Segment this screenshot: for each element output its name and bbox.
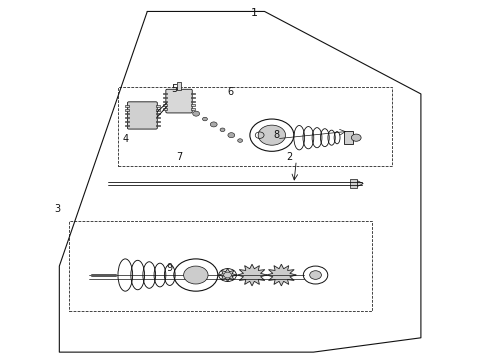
Text: 6: 6 [227, 87, 233, 97]
Circle shape [224, 272, 231, 278]
Circle shape [202, 117, 207, 121]
Bar [125, 109, 129, 111]
Bar [163, 104, 167, 106]
Bar [156, 125, 160, 126]
Circle shape [210, 122, 217, 127]
Bar [118, 87, 392, 166]
Text: 7: 7 [176, 152, 182, 162]
Bar [156, 105, 160, 107]
FancyBboxPatch shape [166, 89, 192, 113]
Bar [177, 82, 181, 90]
Bar [125, 117, 129, 118]
Circle shape [193, 111, 199, 116]
Bar [163, 100, 167, 102]
Text: 3: 3 [54, 204, 60, 214]
Bar [125, 105, 129, 107]
Text: 1: 1 [251, 8, 258, 18]
Bar [125, 121, 129, 122]
Text: 4: 4 [122, 134, 128, 144]
Circle shape [310, 271, 321, 279]
Bar [163, 96, 167, 98]
Circle shape [184, 266, 208, 284]
Polygon shape [219, 269, 236, 282]
Bar [191, 108, 195, 110]
Text: 9: 9 [166, 263, 172, 273]
Bar [163, 108, 167, 110]
Circle shape [351, 134, 361, 141]
Text: 2: 2 [286, 152, 292, 162]
Bar [344, 131, 353, 144]
Text: 5: 5 [171, 84, 177, 94]
Circle shape [238, 139, 243, 142]
Text: 8: 8 [274, 130, 280, 140]
Bar [163, 93, 167, 94]
Bar [191, 93, 195, 94]
Polygon shape [267, 264, 296, 286]
Bar [156, 121, 160, 122]
Polygon shape [357, 181, 363, 186]
Polygon shape [237, 264, 267, 286]
Bar [156, 113, 160, 114]
Circle shape [228, 133, 235, 138]
Bar [156, 117, 160, 118]
Circle shape [220, 128, 225, 132]
Bar [125, 113, 129, 114]
Bar [191, 100, 195, 102]
Circle shape [258, 125, 286, 145]
Bar [350, 179, 357, 188]
Bar [69, 221, 372, 311]
Bar [125, 125, 129, 126]
Bar [191, 104, 195, 106]
Bar [191, 96, 195, 98]
Bar [156, 109, 160, 111]
FancyBboxPatch shape [127, 102, 157, 129]
